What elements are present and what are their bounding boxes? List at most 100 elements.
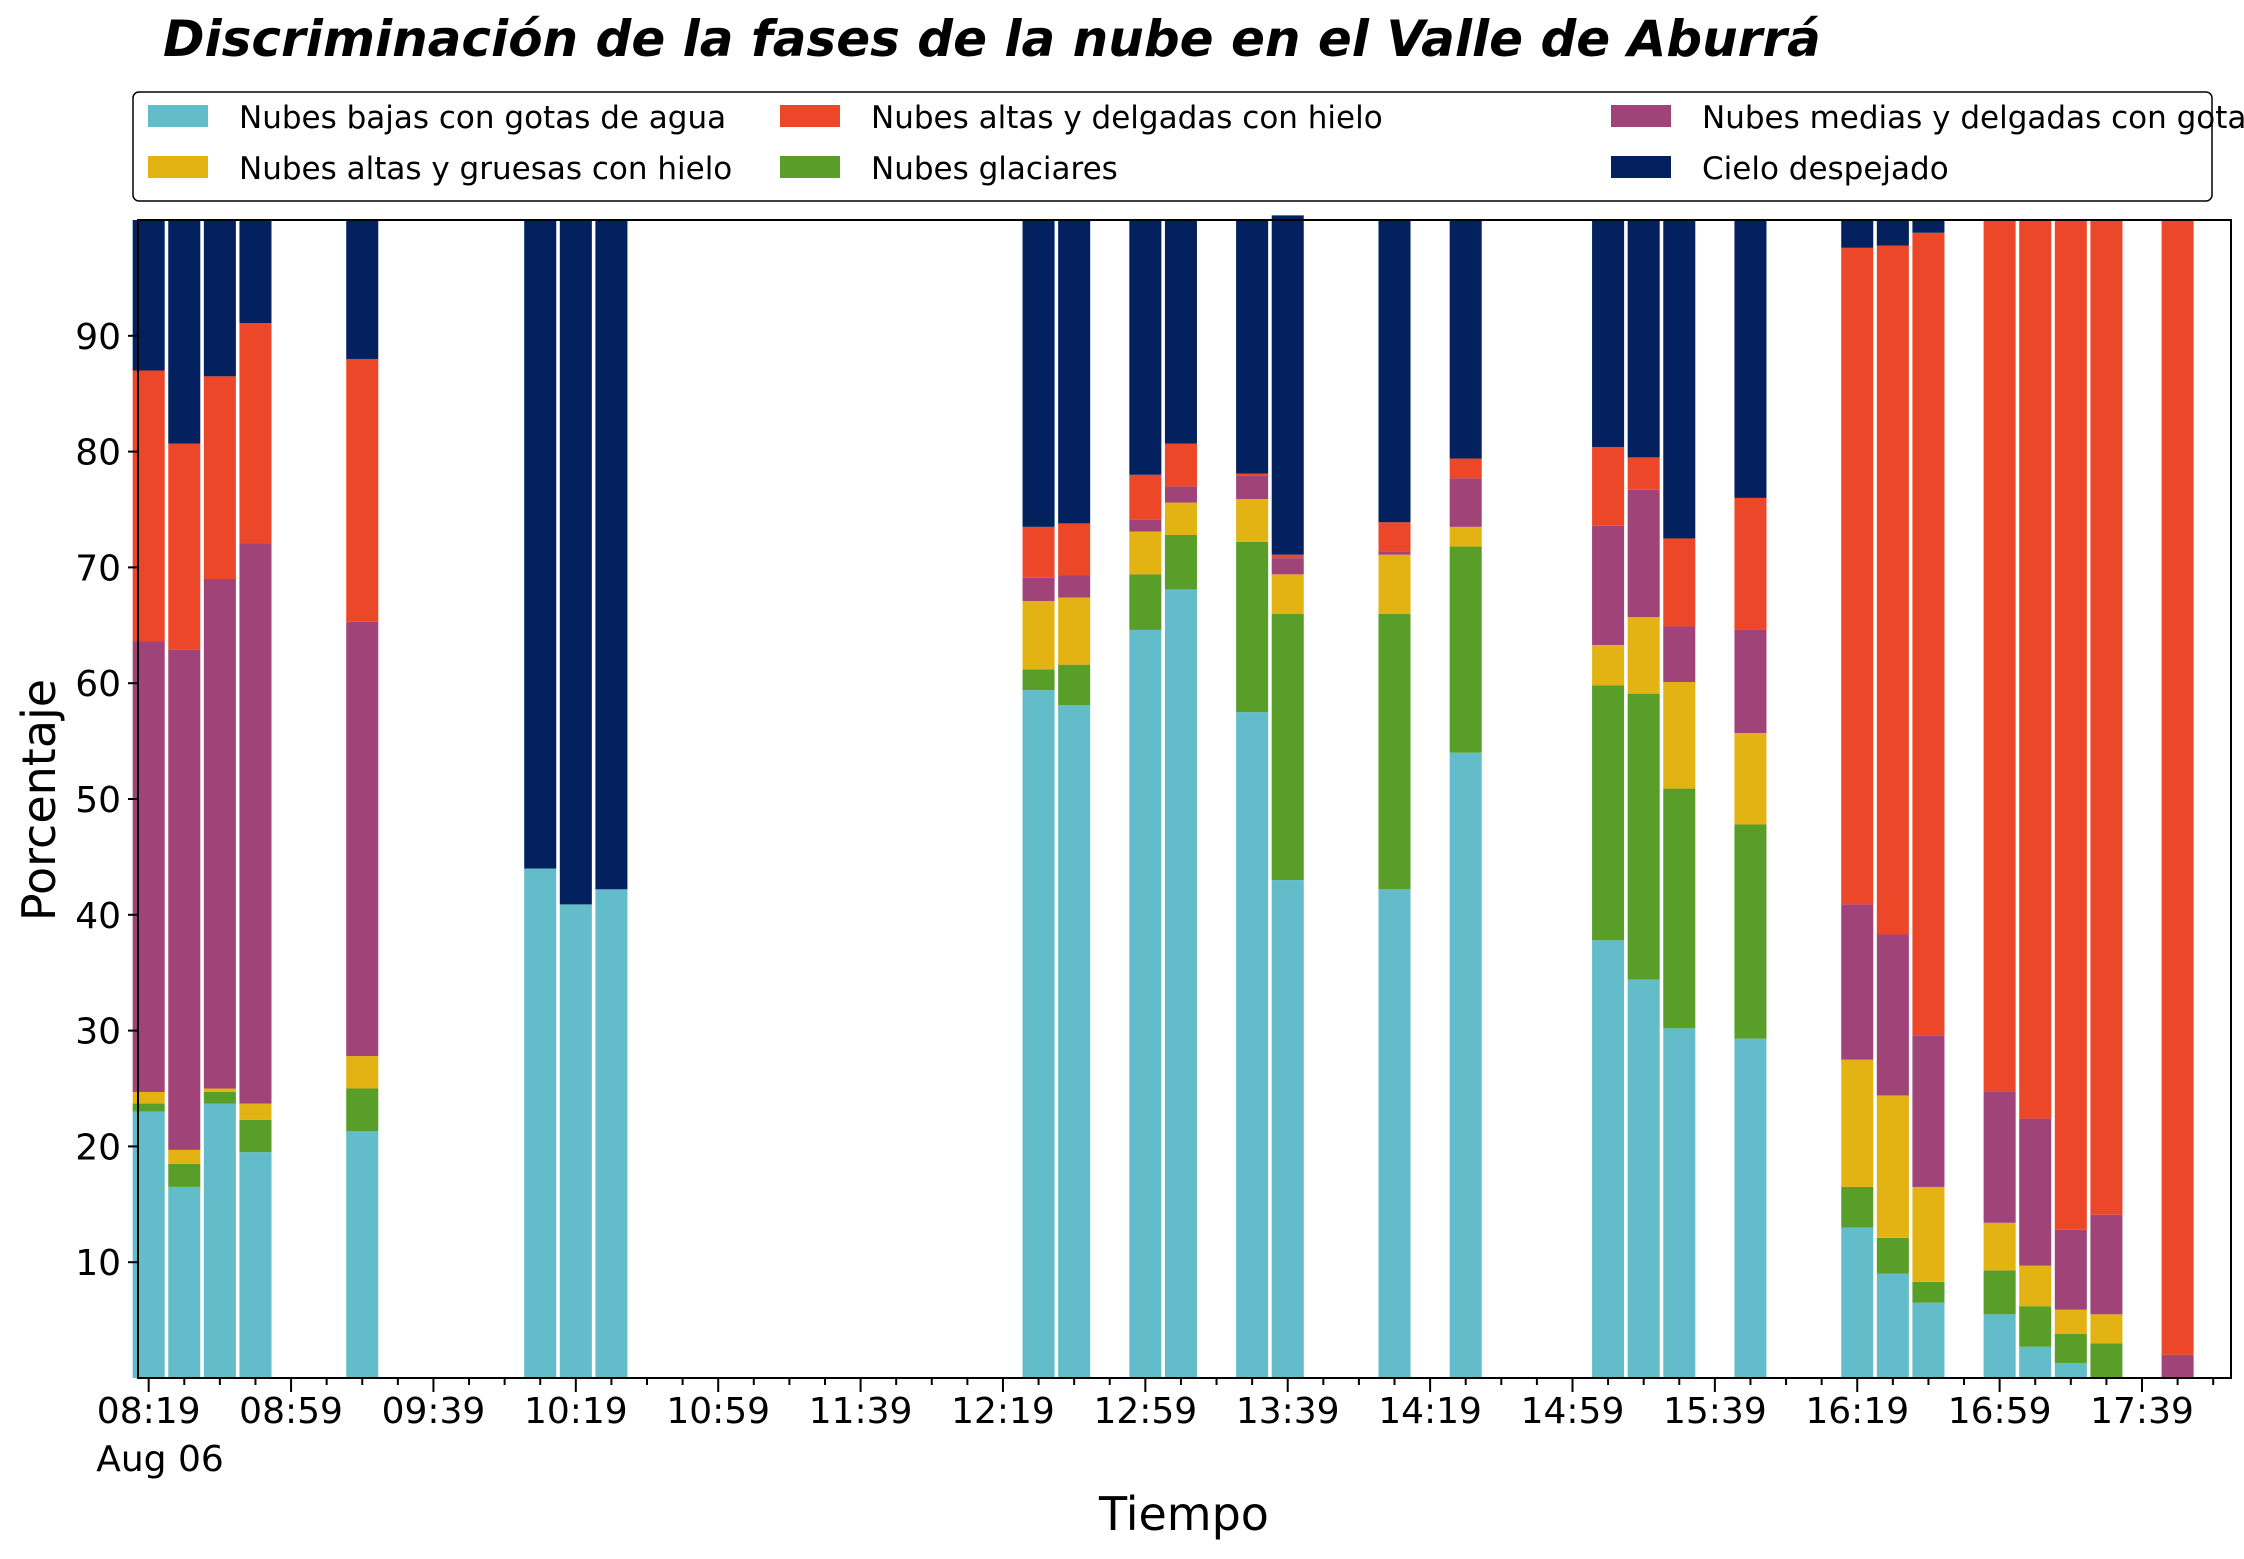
bar-nubes-bajas-con-gotas-de-agua-21 [1876,1273,1909,1378]
y-tick-label: 80 [75,433,121,474]
bar-nubes-bajas-con-gotas-de-agua-6 [559,904,592,1378]
bar-nubes-altas-y-delgadas-con-hielo-24 [2019,220,2052,1119]
bar-nubes-medias-y-delgadas-con-gotas-de-agua-16 [1592,525,1625,645]
bar-cielo-despejado-13 [1271,215,1304,555]
bar-cielo-despejado-3 [239,220,272,324]
bar-nubes-glaciares-16 [1592,685,1625,941]
bar-nubes-medias-y-delgadas-con-gotas-de-agua-13 [1271,558,1304,575]
bar-nubes-bajas-con-gotas-de-agua-22 [1912,1302,1945,1378]
bar-nubes-altas-y-delgadas-con-hielo-15 [1449,458,1482,479]
bar-nubes-glaciares-9 [1058,664,1091,706]
bar-nubes-bajas-con-gotas-de-agua-1 [168,1186,201,1378]
bar-nubes-altas-y-delgadas-con-hielo-12 [1236,473,1269,476]
bar-nubes-medias-y-delgadas-con-gotas-de-agua-19 [1734,629,1767,733]
bar-nubes-medias-y-delgadas-con-gotas-de-agua-1 [168,649,201,1150]
bar-nubes-glaciares-26 [2090,1343,2123,1378]
bar-nubes-medias-y-delgadas-con-gotas-de-agua-4 [346,621,379,1057]
y-tick-label: 50 [75,780,121,821]
x-tick-label: 12:59 [1093,1391,1197,1432]
bar-nubes-bajas-con-gotas-de-agua-10 [1129,629,1162,1378]
plot-area [132,215,2232,1379]
bar-nubes-altas-y-delgadas-con-hielo-2 [203,376,236,579]
bar-nubes-bajas-con-gotas-de-agua-5 [524,868,557,1378]
bar-nubes-altas-y-gruesas-con-hielo-26 [2090,1314,2123,1344]
bar-nubes-altas-y-gruesas-con-hielo-23 [1983,1222,2016,1271]
legend-label: Nubes medias y delgadas con gotas de agu… [1702,100,2244,136]
bar-cielo-despejado-1 [168,220,201,444]
x-tick-label: 10:19 [524,1391,628,1432]
chart-title: Discriminación de la fases de la nube en… [163,10,1821,68]
legend-label: Nubes glaciares [871,151,1118,187]
bar-nubes-altas-y-gruesas-con-hielo-17 [1627,617,1660,694]
bar-nubes-glaciares-0 [132,1103,165,1112]
bar-nubes-altas-y-delgadas-con-hielo-11 [1164,443,1197,487]
bar-cielo-despejado-15 [1449,220,1482,459]
bar-nubes-medias-y-delgadas-con-gotas-de-agua-22 [1912,1035,1945,1187]
bar-nubes-altas-y-delgadas-con-hielo-3 [239,323,272,544]
bar-cielo-despejado-14 [1378,220,1411,523]
bar-nubes-medias-y-delgadas-con-gotas-de-agua-12 [1236,475,1269,500]
bar-nubes-glaciares-19 [1734,824,1767,1039]
y-tick-label: 10 [75,1243,121,1284]
bar-nubes-altas-y-delgadas-con-hielo-18 [1663,538,1696,627]
bar-nubes-altas-y-gruesas-con-hielo-25 [2054,1309,2087,1334]
legend-label: Nubes bajas con gotas de agua [239,100,726,136]
bar-nubes-altas-y-gruesas-con-hielo-9 [1058,597,1091,665]
bar-cielo-despejado-12 [1236,220,1269,474]
bar-nubes-altas-y-delgadas-con-hielo-20 [1841,247,1874,905]
legend-label: Cielo despejado [1702,151,1949,187]
bar-nubes-glaciares-12 [1236,541,1269,713]
y-tick-label: 70 [75,548,121,589]
bar-cielo-despejado-11 [1164,220,1197,444]
bar-cielo-despejado-18 [1663,220,1696,539]
bar-nubes-bajas-con-gotas-de-agua-7 [595,889,628,1378]
bar-nubes-altas-y-gruesas-con-hielo-10 [1129,531,1162,575]
bar-cielo-despejado-10 [1129,220,1162,475]
y-tick-label: 30 [75,1012,121,1053]
legend-item-cielo-despejado: Cielo despejado [1611,151,1949,187]
x-tick-label: 14:59 [1521,1391,1625,1432]
bar-nubes-altas-y-delgadas-con-hielo-23 [1983,220,2016,1092]
bar-nubes-medias-y-delgadas-con-gotas-de-agua-2 [203,578,236,1089]
bar-nubes-altas-y-gruesas-con-hielo-14 [1378,554,1411,614]
y-tick-label: 90 [75,317,121,358]
bar-cielo-despejado-20 [1841,220,1874,248]
bar-nubes-altas-y-delgadas-con-hielo-25 [2054,220,2087,1230]
bar-cielo-despejado-16 [1592,220,1625,447]
legend-item-nubes-altas-y-delgadas-con-hielo: Nubes altas y delgadas con hielo [780,100,1383,136]
bar-nubes-medias-y-delgadas-con-gotas-de-agua-14 [1378,551,1411,555]
x-tick-label: 16:19 [1805,1391,1909,1432]
bar-nubes-medias-y-delgadas-con-gotas-de-agua-9 [1058,575,1091,598]
legend-swatch [780,105,840,127]
bar-cielo-despejado-4 [346,220,379,359]
bar-cielo-despejado-19 [1734,220,1767,498]
bar-nubes-bajas-con-gotas-de-agua-18 [1663,1028,1696,1378]
bar-nubes-bajas-con-gotas-de-agua-3 [239,1152,272,1378]
bar-nubes-glaciares-10 [1129,574,1162,630]
x-tick-label: 11:39 [809,1391,913,1432]
bar-nubes-bajas-con-gotas-de-agua-2 [203,1103,236,1378]
bar-nubes-altas-y-gruesas-con-hielo-2 [203,1088,236,1092]
bar-nubes-medias-y-delgadas-con-gotas-de-agua-23 [1983,1091,2016,1223]
x-axis-label: Tiempo [1098,1487,1269,1541]
bar-nubes-glaciares-14 [1378,613,1411,890]
bar-nubes-medias-y-delgadas-con-gotas-de-agua-11 [1164,486,1197,503]
bar-nubes-altas-y-delgadas-con-hielo-9 [1058,523,1091,576]
bar-nubes-altas-y-delgadas-con-hielo-4 [346,358,379,622]
bar-nubes-medias-y-delgadas-con-gotas-de-agua-15 [1449,478,1482,527]
bar-nubes-altas-y-delgadas-con-hielo-19 [1734,497,1767,630]
bar-nubes-bajas-con-gotas-de-agua-8 [1022,690,1055,1378]
legend-swatch [148,105,208,127]
bar-nubes-altas-y-gruesas-con-hielo-3 [239,1103,272,1120]
bar-nubes-altas-y-gruesas-con-hielo-22 [1912,1186,1945,1282]
bar-nubes-altas-y-delgadas-con-hielo-1 [168,443,201,650]
bar-nubes-glaciares-21 [1876,1237,1909,1274]
x-tick-label: 17:39 [2090,1391,2194,1432]
bar-cielo-despejado-17 [1627,220,1660,458]
bar-cielo-despejado-2 [203,220,236,377]
bar-nubes-medias-y-delgadas-con-gotas-de-agua-10 [1129,519,1162,532]
x-tick-label: 13:39 [1236,1391,1340,1432]
bar-nubes-glaciares-13 [1271,613,1304,881]
bar-nubes-bajas-con-gotas-de-agua-16 [1592,940,1625,1378]
